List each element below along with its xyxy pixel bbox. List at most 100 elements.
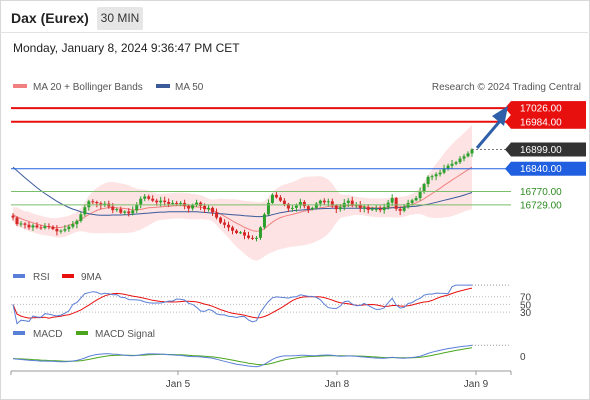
candle-body xyxy=(410,200,414,203)
level-pivot-tag xyxy=(511,161,586,176)
candle-body xyxy=(67,226,71,230)
ma50-legend-label: MA 50 xyxy=(175,82,204,93)
candle-body xyxy=(223,222,227,225)
rsi-tick-label: 50 xyxy=(520,300,532,311)
timeframe-button[interactable]: 30 MIN xyxy=(97,7,143,30)
candle-body xyxy=(19,223,23,225)
candle-body xyxy=(235,230,239,233)
macd-legend-swatch xyxy=(13,331,25,335)
ma50-legend-swatch xyxy=(156,84,170,88)
candle-body xyxy=(59,230,63,232)
candle-body xyxy=(151,198,155,201)
candle-body xyxy=(43,226,47,229)
candle-body xyxy=(314,203,318,208)
level-support-label: 16729.00 xyxy=(520,200,562,211)
level-resistance-label: 16984.00 xyxy=(520,117,562,128)
candle-body xyxy=(63,229,67,231)
candle-body xyxy=(258,227,262,238)
rsi-line xyxy=(12,284,472,325)
ma20-legend-label: MA 20 + Bollinger Bands xyxy=(33,82,143,93)
candle-body xyxy=(47,226,51,228)
candle-body xyxy=(115,209,119,211)
candle-body xyxy=(111,206,115,211)
macd-signal-legend-label: MACD Signal xyxy=(95,329,155,340)
level-pivot-tag-tip xyxy=(505,161,511,176)
header-divider xyxy=(0,32,588,33)
candle-body xyxy=(227,224,231,228)
candle-body xyxy=(378,208,382,211)
macd-legend-label: MACD xyxy=(33,329,62,340)
bollinger-band xyxy=(13,124,472,261)
instrument-title: Dax (Eurex) xyxy=(11,10,89,26)
candle-body xyxy=(254,237,258,239)
level-resistance-tag xyxy=(511,114,586,129)
rsi-ma-legend-label: 9MA xyxy=(81,272,102,283)
candle-body xyxy=(326,201,330,203)
rsi-ma-legend-swatch xyxy=(62,274,74,278)
candle-body xyxy=(31,225,35,228)
candle-body xyxy=(91,201,95,203)
level-last-label: 16899.00 xyxy=(520,145,562,156)
candle-body xyxy=(346,200,350,203)
candle-body xyxy=(422,184,426,192)
candle-body xyxy=(290,207,294,209)
candle-body xyxy=(394,198,398,209)
candle-body xyxy=(83,207,87,215)
candle-body xyxy=(35,225,39,228)
candle-body xyxy=(302,201,306,207)
level-last-tag-tip xyxy=(505,142,511,157)
candle-body xyxy=(266,202,270,215)
ma20-legend-swatch xyxy=(13,84,27,88)
projection-arrow-shaft xyxy=(475,120,502,149)
candle-body xyxy=(374,208,378,210)
level-last-tag xyxy=(511,142,586,157)
level-lines: 17026.00 16984.00 16899.00 16840.00 16770.00… xyxy=(11,101,586,211)
candle-body xyxy=(187,205,191,209)
x-axis: Jan 5 Jan 8 Jan 9 xyxy=(10,371,512,390)
macd-tick-label: 0 xyxy=(520,352,526,363)
candle-body xyxy=(370,209,374,211)
level-support-label: 16770.00 xyxy=(520,187,562,198)
candle-body xyxy=(175,202,179,204)
candle-body xyxy=(278,197,282,201)
candle-body xyxy=(71,224,75,227)
candle-body xyxy=(147,196,151,199)
candle-body xyxy=(23,223,27,225)
candle-body xyxy=(466,153,470,157)
candle-body xyxy=(135,204,139,211)
candle-body xyxy=(362,207,366,209)
candle-body xyxy=(55,229,59,232)
candle-body xyxy=(79,214,83,221)
level-resistance-tag-tip xyxy=(505,114,511,129)
candle-body xyxy=(155,200,159,203)
candle-body xyxy=(382,207,386,211)
candle-body xyxy=(11,215,15,218)
candle-body xyxy=(75,220,79,225)
candle-body xyxy=(334,205,338,210)
macd-signal-line xyxy=(12,347,473,366)
candle-body xyxy=(203,205,207,210)
candle-body xyxy=(163,200,167,202)
candle-body xyxy=(462,156,466,159)
x-tick-label: Jan 5 xyxy=(166,379,191,390)
rsi-legend-label: RSI xyxy=(33,272,50,283)
candle-body xyxy=(414,198,418,201)
candle-body xyxy=(282,200,286,204)
candle-body xyxy=(15,217,19,225)
candle-body xyxy=(99,203,103,206)
candle-body xyxy=(191,204,195,209)
candle-body xyxy=(454,162,458,164)
x-tick-label: Jan 9 xyxy=(464,379,489,390)
candle-body xyxy=(330,201,334,206)
candle-body xyxy=(242,232,246,236)
candle-body xyxy=(262,214,266,228)
candle-body xyxy=(211,207,215,213)
candle-body xyxy=(390,198,394,203)
candle-body xyxy=(458,158,462,163)
candle-body xyxy=(215,212,219,218)
rsi-tick-label: 70 xyxy=(520,293,532,304)
level-resistance-label: 17026.00 xyxy=(520,104,562,115)
chart-datetime: Monday, January 8, 2024 9:36:47 PM CET xyxy=(13,41,240,55)
candle-body xyxy=(338,207,342,210)
macd-signal-legend-swatch xyxy=(76,331,88,335)
